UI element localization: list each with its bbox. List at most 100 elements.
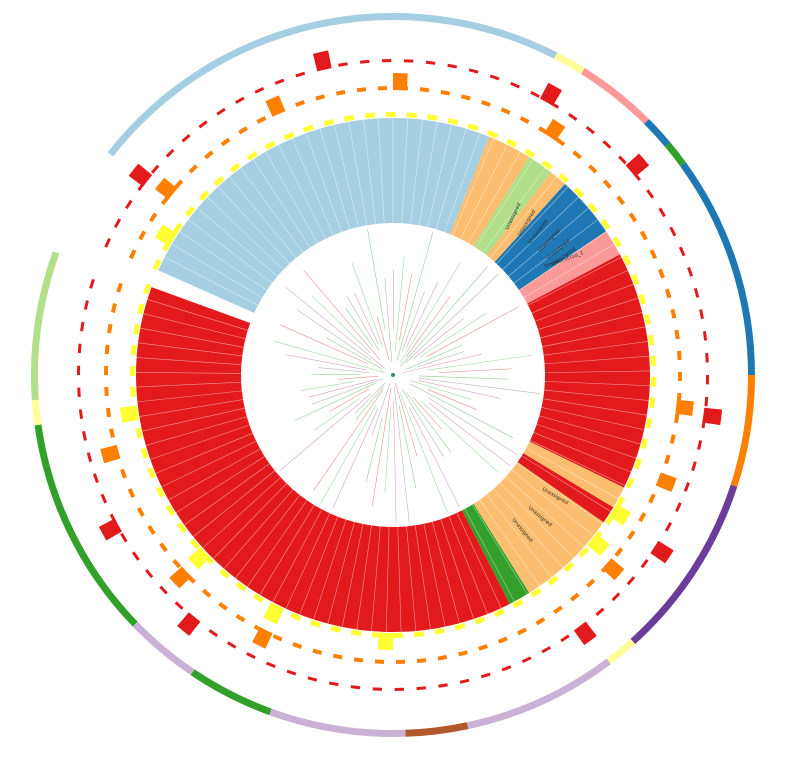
yellow-marker-dash <box>130 365 136 376</box>
red-marker-dash <box>216 107 226 116</box>
tree-branch <box>296 309 372 361</box>
clade-separator-line <box>513 219 598 284</box>
clade-separator-line <box>145 416 247 446</box>
tree-branch <box>418 377 540 394</box>
red-marker-dash <box>595 607 605 617</box>
clade-separator-line <box>533 432 632 473</box>
yellow-marker-dash <box>633 458 642 470</box>
red-marker-dash <box>468 68 479 74</box>
tree-branch <box>405 273 499 364</box>
clade-separator-line <box>139 399 244 417</box>
tree-branch <box>318 367 370 373</box>
tree-branch <box>384 278 393 363</box>
red-marker-dash <box>480 672 491 679</box>
clade-separator-line <box>228 176 297 259</box>
yellow-marker-bar <box>119 405 139 423</box>
clade-separator-line <box>327 521 355 624</box>
clade-separator-line <box>544 370 650 373</box>
orange-marker-dash <box>664 454 671 465</box>
yellow-marker-dash <box>177 522 187 534</box>
clade-separator-line <box>252 159 311 248</box>
clade-separator-line <box>272 509 323 603</box>
orange-marker-dash <box>553 605 563 615</box>
yellow-marker-bar <box>587 533 610 557</box>
clade-separator-line <box>285 513 330 609</box>
clade-separator-line <box>526 447 619 500</box>
red-marker-dash <box>501 665 512 672</box>
tree-branch <box>320 404 377 505</box>
clade-separator-line <box>168 448 261 501</box>
yellow-marker-ring <box>119 112 656 650</box>
red-marker-dash <box>131 551 140 561</box>
outer-segment-light-green <box>31 251 60 401</box>
orange-marker-dash <box>204 150 214 160</box>
tree-branch <box>286 354 367 371</box>
orange-marker-dash <box>172 558 182 569</box>
clade-separator-line <box>179 231 268 291</box>
clade-separator-line <box>499 482 574 558</box>
red-marker-dash <box>394 687 405 691</box>
red-marker-dash <box>541 646 551 654</box>
red-marker-dash <box>246 652 256 660</box>
yellow-marker-dash <box>155 486 165 498</box>
clade-separator-line <box>136 372 242 374</box>
clade-separator-line <box>235 494 301 579</box>
outer-segment-lavender-3 <box>132 621 195 676</box>
red-marker-dash <box>611 592 621 602</box>
orange-marker-dash <box>104 365 109 375</box>
tree-branch <box>312 295 371 354</box>
clade-separator-line <box>147 299 248 331</box>
clade-separator-line <box>427 124 452 228</box>
clade-separator-line <box>207 196 284 271</box>
clade-separator-line <box>418 121 438 226</box>
yellow-marker-dash <box>309 619 322 628</box>
orange-marker-dash <box>419 87 430 93</box>
yellow-marker-dash <box>631 273 640 286</box>
red-marker-dash <box>359 59 370 64</box>
clade-separator-line <box>223 489 294 569</box>
red-marker-bar <box>650 540 674 564</box>
orange-marker-bar <box>100 444 121 464</box>
clade-separator-line <box>508 207 589 277</box>
clade-separator-line <box>502 196 579 271</box>
yellow-marker-dash <box>165 504 176 516</box>
orange-marker-dash <box>638 512 647 523</box>
tree-branch <box>285 286 385 369</box>
red-marker-ring <box>77 50 723 691</box>
orange-marker-dash <box>272 634 283 642</box>
orange-marker-dash <box>312 648 323 655</box>
clade-separator-line <box>432 521 460 624</box>
tree-branch <box>400 262 461 364</box>
orange-marker-bar <box>252 627 273 649</box>
orange-marker-dash <box>104 344 110 355</box>
yellow-marker-bar <box>187 546 211 570</box>
tree-branch <box>365 417 383 483</box>
orange-marker-dash <box>116 282 123 293</box>
clade-segment-light-orange-2 <box>486 172 565 263</box>
red-marker-bar <box>625 153 650 177</box>
red-marker-dash <box>416 686 427 691</box>
yellow-marker-dash <box>643 314 651 325</box>
orange-marker-dash <box>218 602 228 611</box>
clade-separator-line <box>319 128 351 230</box>
tree-branch <box>401 291 425 351</box>
yellow-marker-dash <box>645 418 653 429</box>
orange-marker-dash <box>478 644 489 651</box>
orange-marker-dash <box>356 87 367 93</box>
red-marker-dash <box>181 133 191 143</box>
red-marker-dash <box>658 207 666 218</box>
orange-marker-dash <box>201 588 212 598</box>
clade-separator-line <box>530 440 626 486</box>
orange-marker-dash <box>588 164 598 174</box>
outer-segment-yellow-2 <box>606 638 636 665</box>
clade-separator-line <box>385 526 390 632</box>
orange-marker-dash <box>639 230 648 241</box>
orange-marker-dash <box>614 547 624 557</box>
orange-marker-dash <box>292 642 303 649</box>
tree-branch <box>332 407 379 509</box>
tree-branch <box>311 378 384 405</box>
yellow-marker-dash <box>189 538 201 550</box>
clade-separator-line <box>161 440 257 488</box>
red-marker-dash <box>585 125 595 135</box>
